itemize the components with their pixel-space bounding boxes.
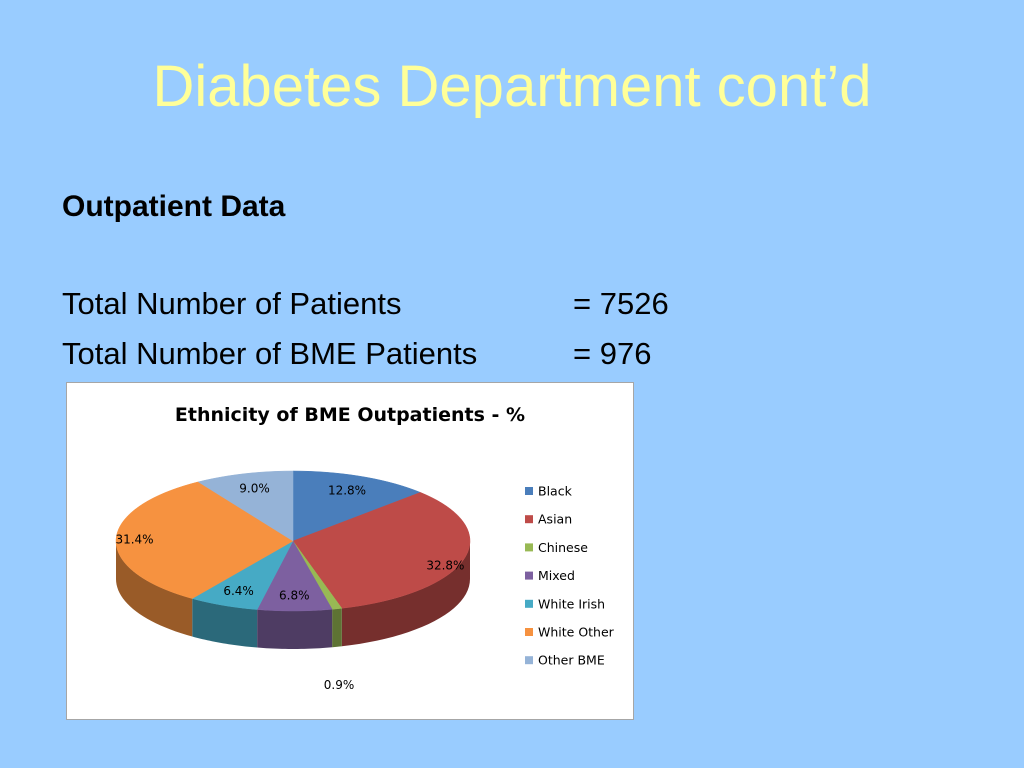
- pie-slice-side-mixed: [257, 609, 333, 649]
- legend-swatch-chinese: [525, 543, 533, 552]
- pie-slice-white-other: [115, 481, 294, 599]
- legend-swatch-white-other: [525, 628, 533, 636]
- legend-swatch-white-irish: [525, 599, 533, 608]
- legend-label-black: Black: [538, 484, 573, 499]
- pie-slice-mixed: [256, 540, 333, 612]
- pie-top: [115, 470, 471, 612]
- legend-swatch-asian: [525, 515, 533, 524]
- legend-swatch-other-bme: [525, 656, 533, 665]
- pie-sides: [116, 541, 470, 649]
- slide-title: Diabetes Department cont’d: [152, 54, 872, 119]
- legend-label-chinese: Chinese: [538, 540, 588, 555]
- data-label-asian: 32.8%: [426, 559, 464, 573]
- stat-label: Total Number of BME Patients: [62, 336, 478, 371]
- stat-label: Total Number of Patients: [62, 286, 402, 321]
- chart-title: Ethnicity of BME Outpatients - %: [175, 404, 525, 426]
- legend-swatch-black: [525, 487, 533, 495]
- section-heading: Outpatient Data: [62, 190, 286, 223]
- pie-slice-side-white-other: [116, 541, 193, 637]
- legend-label-white-irish: White Irish: [538, 596, 605, 611]
- legend-label-asian: Asian: [538, 512, 572, 527]
- data-label-chinese: 0.9%: [324, 678, 355, 692]
- data-label-white-other: 31.4%: [115, 533, 153, 547]
- pie-labels: 12.8% 32.8% 0.9% 6.8% 6.4% 31.4% 9.0%: [115, 482, 464, 692]
- pie-chart-svg: Ethnicity of BME Outpatients - % 12.8% 32…: [115, 404, 615, 692]
- pie-slice-other-bme: [197, 470, 294, 542]
- pie-slice-white-irish: [191, 540, 294, 610]
- pie-slice-black: [292, 470, 422, 542]
- legend-label-white-other: White Other: [538, 625, 615, 640]
- pie-slice-chinese: [292, 540, 343, 610]
- pie-slice-side-white-irish: [192, 598, 258, 648]
- data-label-mixed: 6.8%: [279, 589, 310, 603]
- pie-slice-asian: [292, 492, 471, 609]
- pie-slice-side-asian: [341, 541, 470, 647]
- pie-chart: Ethnicity of BME Outpatients - % 12.8% 32…: [66, 382, 634, 720]
- stat-value: = 976: [573, 336, 652, 371]
- legend-swatch-mixed: [525, 571, 533, 580]
- pie-slice-side-chinese: [332, 608, 342, 648]
- data-label-black: 12.8%: [328, 484, 366, 498]
- legend-label-other-bme: Other BME: [538, 653, 605, 668]
- chart-legend: Black Asian Chinese Mixed White Irish White O…: [525, 484, 615, 668]
- data-label-white-irish: 6.4%: [223, 584, 254, 598]
- stat-value: = 7526: [573, 286, 669, 321]
- data-label-other-bme: 9.0%: [239, 482, 270, 496]
- legend-label-mixed: Mixed: [538, 568, 575, 583]
